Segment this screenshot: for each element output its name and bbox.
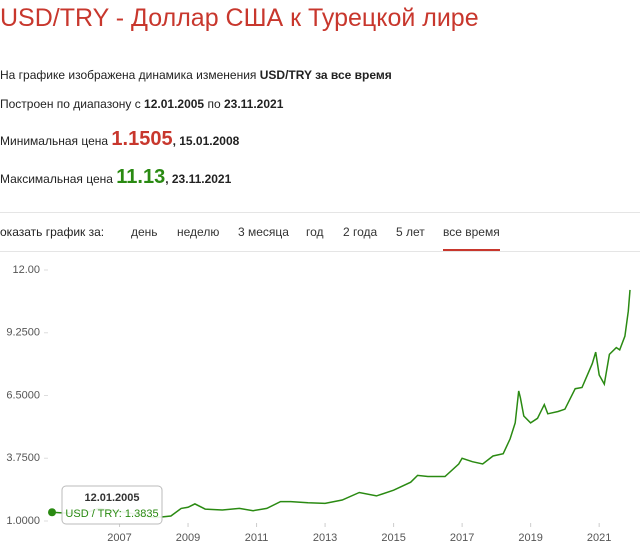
x-tick-label: 2013: [313, 532, 337, 544]
y-tick-label: 12.00: [12, 264, 40, 276]
text: по: [207, 97, 221, 111]
tooltip: 12.01.2005 USD / TRY: 1.3835: [61, 485, 163, 525]
tooltip-date: 12.01.2005: [84, 492, 139, 504]
text: Максимальная цена: [0, 172, 113, 186]
date: 12.01.2005: [144, 97, 205, 111]
info-line: Минимальная цена 1.1505, 15.01.2008: [0, 128, 239, 151]
title: USD/TRY - Доллар США к Турецкой лире: [0, 4, 479, 32]
x-tick-label: 2007: [107, 532, 131, 544]
date: , 15.01.2008: [172, 134, 240, 148]
info-line: Построен по диапазону с 12.01.2005 по 23…: [0, 97, 283, 111]
tab[interactable]: 2 года: [343, 225, 378, 239]
min-price: 1.1505: [111, 128, 173, 150]
x-tick-label: 2009: [176, 532, 200, 544]
text: Построен по диапазону с: [0, 97, 141, 111]
y-tick-label: 1.0000: [6, 515, 40, 527]
text: На графике изображена динамика изменения: [0, 68, 257, 82]
info-line: На графике изображена динамика изменения…: [0, 68, 392, 82]
point: [48, 508, 57, 517]
info-line: Максимальная цена 11.13, 23.11.2021: [0, 166, 231, 189]
date: 23.11.2021: [223, 97, 284, 111]
tab-bar: оказать график за: день неделю 3 месяца год…: [0, 212, 640, 252]
tab[interactable]: день: [131, 225, 158, 239]
x-tick-label: 2019: [518, 532, 542, 544]
tab[interactable]: неделю: [177, 225, 220, 239]
x-tick-label: 2021: [587, 532, 611, 544]
tab[interactable]: все время: [443, 225, 500, 251]
text: USD/TRY за все время: [259, 68, 392, 82]
x-tick-label: 2011: [245, 532, 269, 544]
x-tick-label: 2015: [381, 532, 405, 544]
tooltip-value: USD / TRY: 1.3835: [65, 508, 158, 520]
chart: 1.0000 3.7500 6.5000 9.2500 12.00 2007 2009 201…: [6, 264, 631, 544]
tab[interactable]: 5 лет: [396, 225, 425, 239]
tab[interactable]: 3 месяца: [238, 225, 289, 239]
tab-label: оказать график за:: [0, 225, 105, 239]
y-tick-label: 3.7500: [6, 452, 40, 464]
max-price: 11.13: [116, 166, 166, 188]
x-tick-label: 2017: [450, 532, 474, 544]
date: , 23.11.2021: [165, 172, 232, 186]
y-tick-label: 6.5000: [6, 389, 40, 401]
price-line: [51, 289, 631, 519]
y-tick-label: 9.2500: [6, 327, 40, 339]
text: Минимальная цена: [0, 134, 109, 148]
tooltip-box: [61, 485, 163, 525]
tab[interactable]: год: [306, 225, 324, 239]
